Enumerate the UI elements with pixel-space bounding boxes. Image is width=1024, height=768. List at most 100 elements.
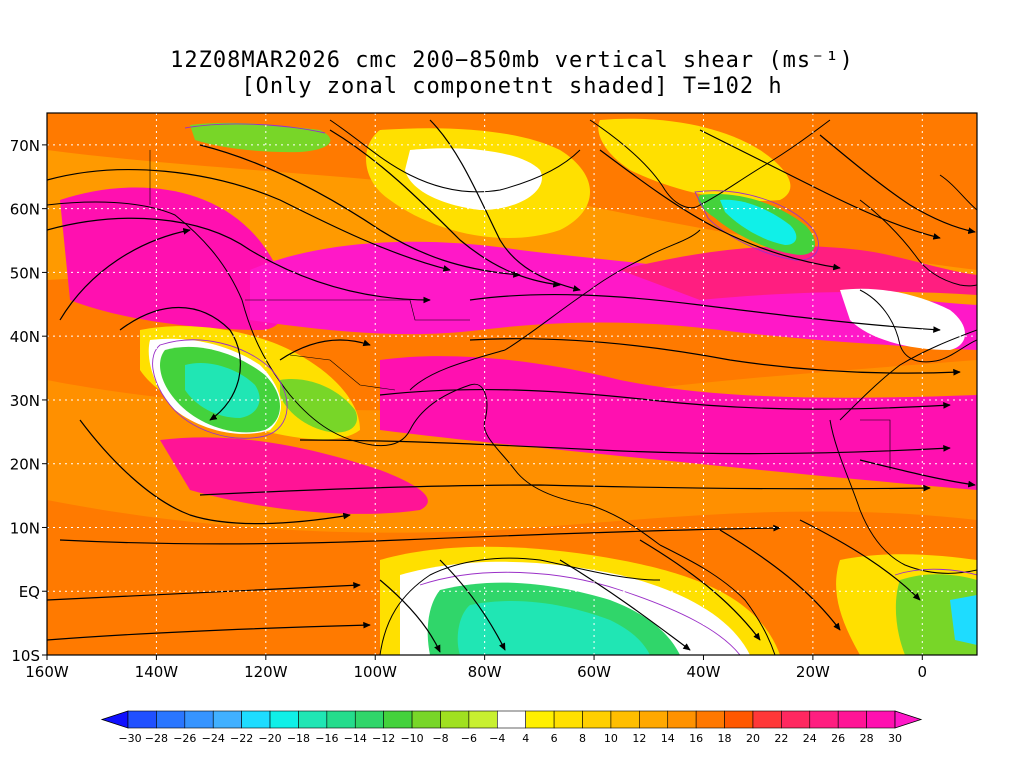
lon-tick-label: 120W — [244, 663, 288, 681]
colorbar-box — [383, 710, 413, 729]
colorbar-box — [837, 710, 867, 729]
lat-tick-label: 50N — [10, 264, 40, 282]
neg-shear-alaska — [190, 122, 331, 153]
neg-shear-mexico — [280, 379, 358, 433]
colorbar-label: 26 — [831, 732, 845, 745]
colorbar-box — [354, 710, 384, 729]
colorbar-label: 20 — [746, 732, 760, 745]
neg-shear-gulf-guinea-core — [950, 595, 977, 645]
colorbar-box — [440, 710, 470, 729]
colorbar-label: −10 — [400, 732, 423, 745]
colorbar-label: 28 — [860, 732, 874, 745]
colorbar-box — [468, 710, 498, 729]
colorbar-label: 6 — [551, 732, 558, 745]
neg-shear-amazon-core — [457, 600, 650, 655]
colorbar-box — [553, 710, 583, 729]
colorbar-label: −8 — [432, 732, 448, 745]
lon-tick-label: 60W — [577, 663, 611, 681]
jet-core-north-atlantic — [620, 246, 977, 300]
map-frame — [46, 112, 978, 656]
colorbar-label: 30 — [888, 732, 902, 745]
colorbar-box — [184, 710, 214, 729]
colorbar-box — [639, 710, 669, 729]
lon-tick-label: 40W — [687, 663, 721, 681]
colorbar-label: 24 — [803, 732, 817, 745]
colorbar-box — [582, 710, 612, 729]
lat-tick-label: 70N — [10, 137, 40, 155]
colorbar-box — [411, 710, 441, 729]
zero-contours — [152, 123, 977, 655]
chart-title-line2: [Only zonal componetnt shaded] T=102 h — [241, 74, 783, 99]
colorbar-box — [496, 710, 527, 729]
streamlines — [47, 119, 976, 653]
colorbar-box — [269, 710, 299, 729]
colorbar-label: −14 — [344, 732, 367, 745]
colorbar-label: −18 — [287, 732, 310, 745]
colorbar-box — [156, 710, 186, 729]
colorbar-label: −28 — [145, 732, 168, 745]
colorbar-label: 14 — [661, 732, 675, 745]
colorbar-label: −22 — [230, 732, 253, 745]
colorbar-box — [525, 710, 555, 729]
colorbar-label: −6 — [461, 732, 477, 745]
lat-tick-label: 20N — [10, 456, 40, 474]
political-borders — [149, 150, 891, 470]
colorbar-label: 12 — [632, 732, 646, 745]
colorbar-label: −20 — [258, 732, 281, 745]
colorbar-box — [298, 710, 328, 729]
colorbar-label: 10 — [604, 732, 618, 745]
neg-shear-south-greenland-core — [720, 199, 797, 245]
colorbar-arrow-right — [894, 710, 923, 729]
colorbar-box — [781, 710, 811, 729]
lat-tick-label: 30N — [10, 392, 40, 410]
lat-tick-label: 60N — [10, 201, 40, 219]
lat-tick-label: 10S — [11, 647, 40, 665]
colorbar-box — [212, 710, 242, 729]
colorbar-label: 4 — [522, 732, 529, 745]
lon-tick-label: 140W — [135, 663, 179, 681]
colorbar-label: 8 — [579, 732, 586, 745]
colorbar-box — [667, 710, 697, 729]
colorbar-label: −12 — [372, 732, 395, 745]
colorbar-label: 22 — [774, 732, 788, 745]
lat-tick-label: EQ — [19, 583, 40, 601]
jet-core-subtropical — [380, 356, 977, 490]
colorbar-label: 16 — [689, 732, 703, 745]
colorbar-label: −26 — [173, 732, 196, 745]
jet-core-conus — [250, 241, 977, 350]
jet-core-east-pacific — [160, 437, 428, 514]
colorbar-box — [610, 710, 640, 729]
colorbar-label: −24 — [202, 732, 225, 745]
colorbar-box — [809, 710, 839, 729]
chart-title-line1: 12Z08MAR2026 cmc 200−850mb vertical shea… — [170, 48, 854, 73]
neg-shear-core-pacific — [185, 362, 260, 418]
colorbar-label: −4 — [489, 732, 505, 745]
colorbar-box — [241, 710, 271, 729]
colorbar-label: −16 — [315, 732, 338, 745]
lat-tick-label: 10N — [10, 519, 40, 537]
colorbar-box — [866, 710, 896, 729]
colorbar-box — [724, 710, 754, 729]
lon-tick-label: 160W — [25, 663, 69, 681]
coastlines — [47, 119, 977, 655]
zero-shear-canada — [405, 148, 542, 210]
lon-tick-label: 80W — [468, 663, 502, 681]
lon-tick-label: 0 — [918, 663, 928, 681]
zero-shear-iberia — [840, 288, 965, 350]
lat-tick-label: 40N — [10, 328, 40, 346]
weak-shear-greenland — [598, 118, 791, 201]
colorbar-box — [326, 710, 356, 729]
lon-tick-label: 20W — [796, 663, 830, 681]
jet-core-pacific-ne — [60, 187, 286, 330]
colorbar-box — [127, 710, 157, 729]
lon-tick-label: 100W — [354, 663, 398, 681]
colorbar-label: 18 — [718, 732, 732, 745]
colorbar-box — [695, 710, 725, 729]
colorbar-label: −30 — [118, 732, 141, 745]
colorbar-box — [752, 710, 782, 729]
colorbar-arrow-left — [100, 710, 129, 729]
gridlines — [47, 113, 977, 655]
